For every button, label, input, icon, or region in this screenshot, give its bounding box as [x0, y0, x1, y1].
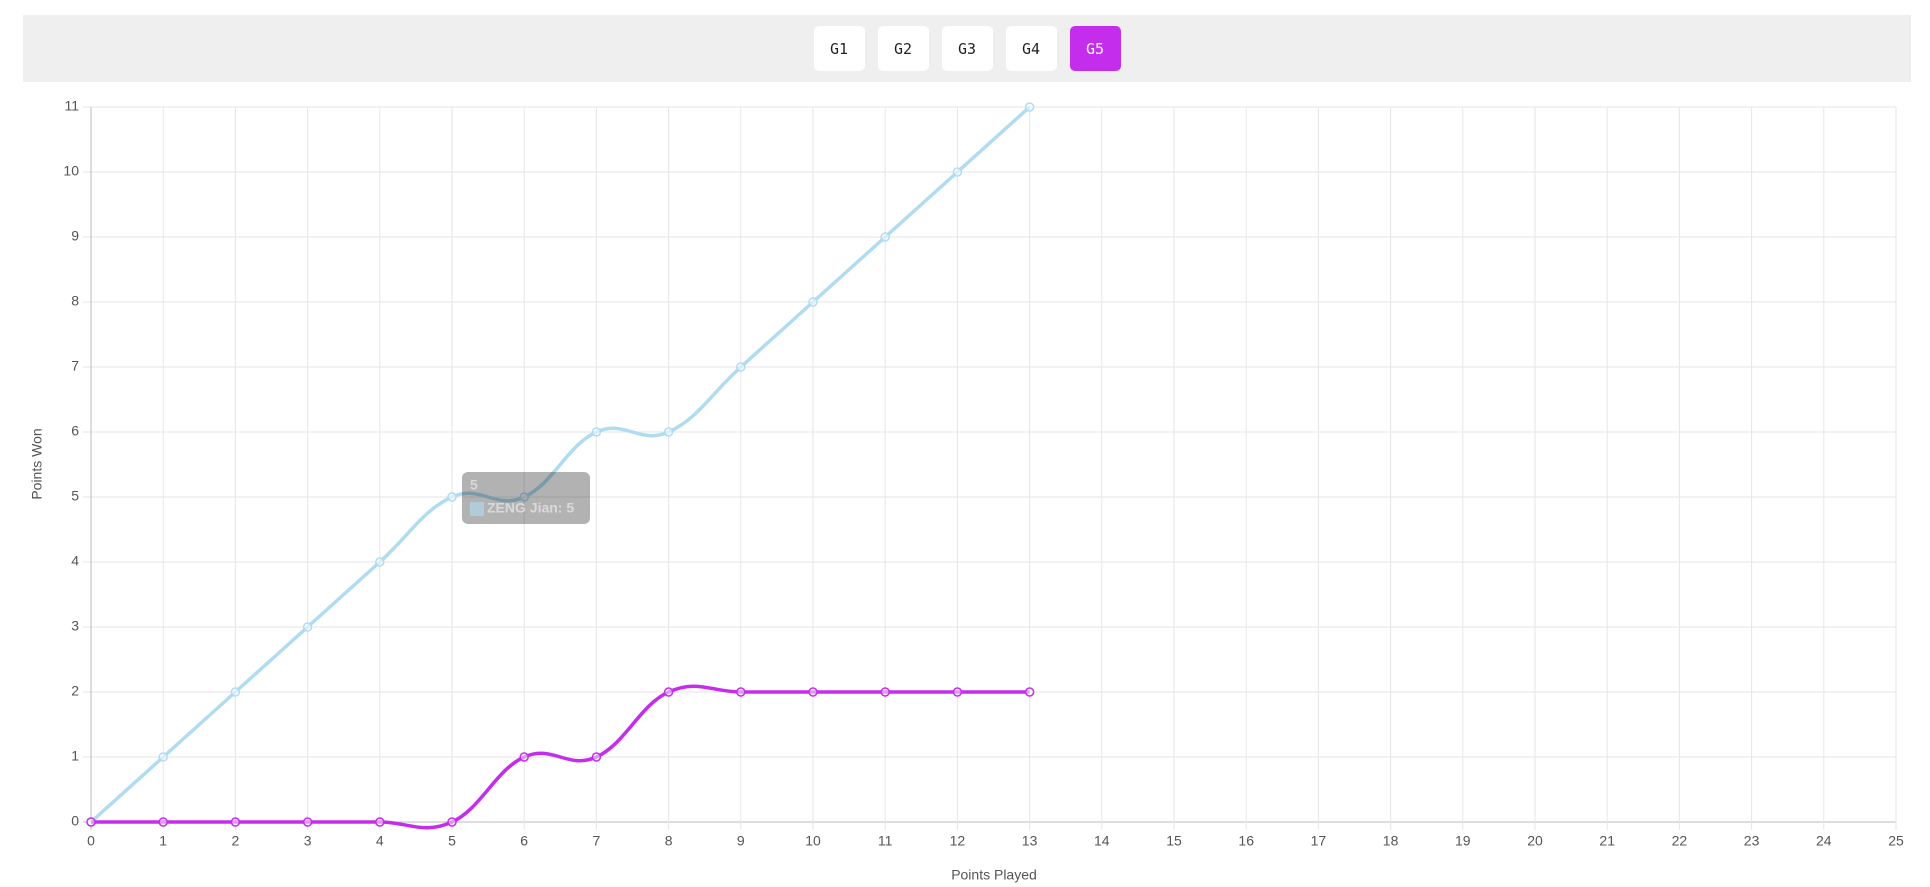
game-tab[interactable]: G4 — [1005, 26, 1057, 71]
series-line — [89, 105, 1031, 824]
x-tick-label: 24 — [1816, 833, 1832, 849]
game-tab[interactable]: G3 — [941, 26, 993, 71]
tooltip-box — [462, 472, 590, 524]
x-tick-label: 0 — [87, 833, 95, 849]
x-tick-label: 14 — [1094, 833, 1110, 849]
data-point — [880, 232, 890, 242]
tooltip-title: 5 — [470, 477, 478, 493]
x-axis-label: Points Played — [951, 867, 1037, 883]
x-tick-label: 5 — [448, 833, 456, 849]
x-tick-label: 21 — [1599, 833, 1615, 849]
x-tick-label: 3 — [304, 833, 312, 849]
y-tick-label: 3 — [71, 618, 79, 634]
x-tick-label: 17 — [1311, 833, 1327, 849]
x-tick-label: 2 — [232, 833, 240, 849]
x-tick-label: 23 — [1744, 833, 1760, 849]
game-tab[interactable]: G2 — [877, 26, 929, 71]
y-tick-label: 7 — [71, 358, 79, 374]
x-tick-label: 16 — [1238, 833, 1254, 849]
data-point — [519, 752, 529, 762]
data-point — [447, 492, 457, 502]
x-tick-label: 11 — [878, 833, 893, 849]
tooltip-swatch — [470, 502, 484, 516]
y-tick-label: 10 — [63, 163, 79, 179]
data-point — [952, 167, 963, 177]
data-point — [952, 687, 963, 697]
y-tick-label: 6 — [71, 423, 79, 439]
data-point — [880, 687, 890, 697]
y-tick-label: 8 — [71, 293, 79, 309]
y-tick-label: 11 — [64, 98, 79, 114]
data-point — [302, 817, 313, 827]
x-tick-label: 19 — [1455, 833, 1471, 849]
game-tab[interactable]: G5 — [1069, 26, 1121, 71]
x-tick-label: 10 — [805, 833, 821, 849]
data-point — [447, 817, 457, 827]
game-tab[interactable]: G1 — [813, 26, 865, 71]
x-tick-label: 6 — [520, 833, 528, 849]
y-tick-label: 2 — [71, 683, 79, 699]
data-point — [663, 687, 674, 697]
data-point — [375, 557, 385, 567]
data-point — [302, 622, 313, 632]
data-point — [736, 362, 746, 372]
x-tick-label: 7 — [593, 833, 601, 849]
data-point — [1024, 102, 1035, 112]
data-point — [808, 687, 818, 697]
tooltip: 5 ZENG Jian: 5 — [462, 472, 590, 524]
data-point — [230, 687, 241, 697]
x-tick-label: 9 — [737, 833, 745, 849]
x-tick-label: 15 — [1166, 833, 1182, 849]
data-point — [591, 427, 602, 437]
x-tick-label: 20 — [1527, 833, 1543, 849]
tab-bar: G1 G2 G3 G4 G5 — [23, 15, 1911, 82]
x-tick-label: 8 — [665, 833, 673, 849]
data-point — [519, 492, 529, 502]
data-point — [808, 297, 818, 307]
data-point — [158, 752, 168, 762]
data-point — [230, 817, 241, 827]
data-point — [736, 687, 746, 697]
data-point — [591, 752, 602, 762]
data-point — [86, 817, 96, 827]
x-tick-label: 22 — [1672, 833, 1688, 849]
y-tick-label: 1 — [71, 748, 79, 764]
y-axis-label: Points Won — [29, 428, 45, 499]
y-tick-label: 0 — [71, 813, 79, 829]
y-tick-label: 5 — [71, 488, 79, 504]
series-line — [90, 684, 1030, 830]
x-tick-label: 25 — [1888, 833, 1904, 849]
data-point — [663, 427, 674, 437]
x-tick-label: 18 — [1383, 833, 1399, 849]
data-point — [158, 817, 168, 827]
x-tick-label: 13 — [1022, 833, 1038, 849]
data-point — [375, 817, 385, 827]
x-tick-label: 1 — [159, 833, 167, 849]
x-tick-label: 12 — [950, 833, 966, 849]
data-point — [1024, 687, 1035, 697]
tooltip-label: ZENG Jian: 5 — [487, 500, 574, 516]
y-tick-label: 9 — [71, 228, 79, 244]
x-tick-label: 4 — [376, 833, 384, 849]
y-tick-label: 4 — [71, 553, 79, 569]
